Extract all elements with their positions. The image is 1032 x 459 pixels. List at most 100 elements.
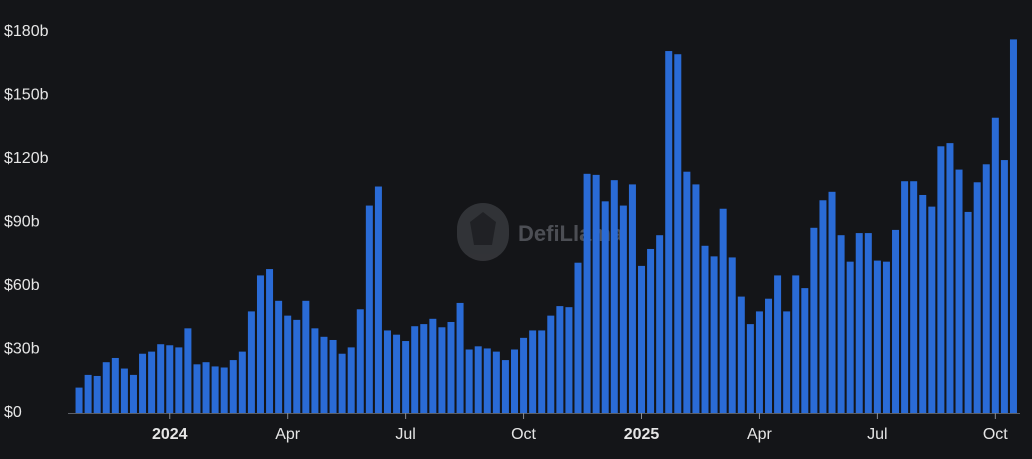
bar xyxy=(275,300,283,413)
bar xyxy=(402,341,410,413)
bar xyxy=(329,339,337,413)
bar xyxy=(565,307,573,413)
bar xyxy=(819,200,827,413)
bar xyxy=(148,351,156,413)
bar xyxy=(374,186,382,413)
x-tick-label: Oct xyxy=(511,426,536,443)
bar xyxy=(139,353,147,413)
bar xyxy=(628,184,636,413)
bar xyxy=(338,353,346,413)
bar xyxy=(855,233,863,413)
bar xyxy=(864,233,872,413)
bar xyxy=(320,336,328,413)
bar xyxy=(492,351,500,413)
bar xyxy=(982,164,990,413)
bar xyxy=(774,275,782,413)
bar xyxy=(266,269,274,413)
bar xyxy=(955,169,963,413)
bar xyxy=(447,321,455,413)
y-tick-label: $90b xyxy=(4,214,40,231)
y-tick-label: $0 xyxy=(4,404,22,421)
bar xyxy=(501,360,509,413)
bar xyxy=(166,345,174,413)
bar xyxy=(193,364,201,413)
y-tick-label: $60b xyxy=(4,277,40,294)
bar xyxy=(93,375,101,413)
bar xyxy=(75,387,83,413)
bar xyxy=(1000,160,1008,413)
x-tick-label: 2024 xyxy=(152,426,188,443)
bar xyxy=(529,330,537,413)
y-tick-label: $120b xyxy=(4,150,49,167)
bar xyxy=(674,54,682,413)
bar xyxy=(84,374,92,413)
bar xyxy=(483,348,491,413)
bar xyxy=(347,347,355,413)
bar xyxy=(238,351,246,413)
bar xyxy=(810,227,818,413)
bar xyxy=(692,184,700,413)
y-tick-label: $30b xyxy=(4,341,40,358)
x-tick-label: Oct xyxy=(983,426,1008,443)
bar xyxy=(846,261,854,413)
bar xyxy=(293,319,301,413)
bar xyxy=(465,349,473,413)
bar xyxy=(765,298,773,413)
bar xyxy=(919,194,927,413)
bar xyxy=(556,306,564,413)
bar xyxy=(510,349,518,413)
bar xyxy=(592,174,600,413)
bar xyxy=(157,344,165,413)
bar xyxy=(302,300,310,413)
x-tick-label: 2025 xyxy=(624,426,660,443)
bar xyxy=(229,360,237,413)
bar xyxy=(928,206,936,413)
bar xyxy=(120,368,128,413)
bar xyxy=(220,367,228,413)
y-tick-label: $180b xyxy=(4,23,49,40)
bar xyxy=(892,229,900,413)
bar xyxy=(910,181,918,413)
bar xyxy=(746,324,754,413)
bar xyxy=(438,327,446,413)
x-tick-label: Jul xyxy=(867,426,887,443)
bar xyxy=(1009,39,1017,414)
bar xyxy=(991,117,999,413)
bar xyxy=(619,205,627,413)
x-tick-label: Jul xyxy=(395,426,415,443)
bar xyxy=(610,180,618,413)
bar xyxy=(973,182,981,413)
bar xyxy=(601,201,609,413)
bar xyxy=(129,374,137,413)
bar xyxy=(547,315,555,413)
bar xyxy=(801,288,809,413)
bar xyxy=(520,337,528,413)
bar xyxy=(574,262,582,413)
bar xyxy=(184,328,192,413)
bar xyxy=(737,296,745,413)
bar xyxy=(882,261,890,413)
bar xyxy=(964,211,972,413)
bar xyxy=(211,366,219,413)
bar xyxy=(683,171,691,413)
bar xyxy=(710,256,718,413)
watermark-logo xyxy=(457,203,509,261)
bar xyxy=(538,330,546,413)
bar xyxy=(755,311,763,413)
bar xyxy=(383,330,391,413)
x-tick-label: Apr xyxy=(275,426,301,443)
bar xyxy=(701,245,709,413)
bar xyxy=(783,311,791,413)
bar xyxy=(111,357,119,413)
bar xyxy=(411,326,419,413)
bar xyxy=(792,275,800,413)
bar xyxy=(356,309,364,413)
bar xyxy=(665,51,673,414)
bar xyxy=(937,146,945,414)
bar xyxy=(837,235,845,413)
bar xyxy=(946,143,954,413)
bar xyxy=(247,311,255,413)
x-tick-label: Apr xyxy=(747,426,773,443)
bar xyxy=(393,334,401,413)
